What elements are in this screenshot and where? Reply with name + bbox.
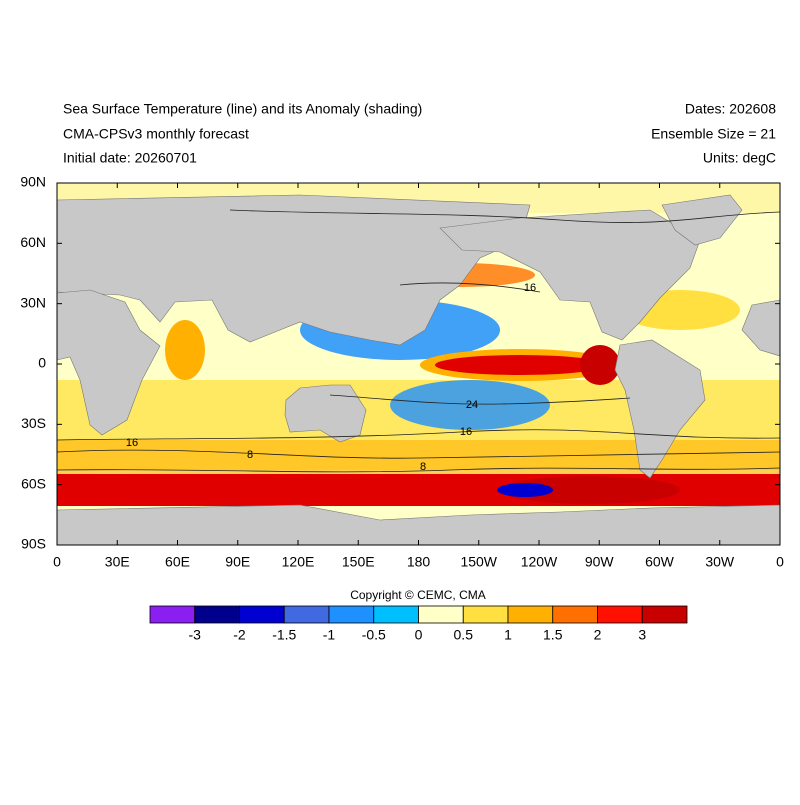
- colorbar-label: -2: [233, 627, 246, 643]
- lon-label: 0: [776, 554, 784, 570]
- lon-label: 0: [53, 554, 61, 570]
- lat-label: 60S: [21, 475, 46, 491]
- colorbar-box: [552, 605, 598, 624]
- anomaly-patch: [497, 483, 553, 497]
- colorbar-label: 1.5: [543, 627, 563, 643]
- ensemble-size: Ensemble Size = 21: [651, 126, 776, 142]
- land: [284, 384, 367, 443]
- contour: [329, 394, 631, 405]
- units: Units: degC: [703, 150, 776, 166]
- anomaly-patch: [435, 355, 605, 375]
- land: [57, 289, 161, 436]
- colorbar-box: [418, 605, 464, 624]
- colorbar-box: [641, 605, 688, 624]
- colorbar-box: [149, 605, 196, 624]
- colorbar-label: -3: [189, 627, 202, 643]
- colorbar-label: 1: [504, 627, 512, 643]
- contour: [57, 449, 780, 459]
- initial-date: Initial date: 20260701: [63, 150, 197, 166]
- colorbar-box: [239, 605, 285, 624]
- lat-label: 90S: [21, 536, 46, 552]
- colorbar-label: 0: [415, 627, 423, 643]
- lon-label: 150W: [460, 554, 497, 570]
- colorbar-label: -1.5: [272, 627, 296, 643]
- colorbar-box: [507, 605, 554, 624]
- land: [439, 209, 701, 341]
- land: [741, 299, 780, 357]
- lat-label: 30S: [21, 415, 46, 431]
- contour: [57, 429, 780, 441]
- contour-label: 8: [247, 449, 253, 461]
- lat-label: 30N: [20, 294, 46, 310]
- colorbar-box: [597, 605, 643, 624]
- colorbar-label: 2: [594, 627, 602, 643]
- land: [57, 504, 780, 545]
- colorbar-label: 0.5: [454, 627, 474, 643]
- anomaly-patch: [580, 345, 620, 385]
- lon-label: 90W: [585, 554, 615, 570]
- colorbar-label: -1: [323, 627, 336, 643]
- dates: Dates: 202608: [685, 101, 776, 117]
- subtitle: CMA-CPSv3 monthly forecast: [63, 126, 249, 142]
- contour-label: 16: [126, 437, 138, 449]
- lon-label: 150E: [342, 554, 375, 570]
- colorbar-box: [328, 605, 375, 624]
- contour: [57, 467, 780, 473]
- land: [661, 194, 743, 246]
- colorbar-label: -0.5: [362, 627, 386, 643]
- lon-label: 60W: [645, 554, 675, 570]
- copyright: Copyright © CEMC, CMA: [350, 588, 486, 602]
- contour: [229, 209, 780, 223]
- lon-label: 180: [407, 554, 431, 570]
- map: [56, 182, 781, 546]
- lon-label: 60E: [165, 554, 190, 570]
- colorbar-box: [194, 605, 240, 624]
- anomaly-patch: [165, 320, 205, 380]
- colorbar-box: [373, 605, 419, 624]
- lon-label: 30E: [105, 554, 130, 570]
- lat-label: 90N: [20, 174, 46, 190]
- lon-label: 90E: [225, 554, 250, 570]
- colorbar-label: 3: [638, 627, 646, 643]
- contour-label: 16: [524, 282, 536, 294]
- colorbar-box: [462, 605, 509, 624]
- colorbar-box: [283, 605, 330, 624]
- anomaly-patch: [390, 380, 550, 430]
- lat-label: 60N: [20, 234, 46, 250]
- contour-label: 8: [420, 461, 426, 473]
- lon-label: 30W: [705, 554, 735, 570]
- contour-label: 16: [460, 426, 472, 438]
- lon-label: 120E: [282, 554, 315, 570]
- anomaly-patch: [500, 476, 680, 504]
- title: Sea Surface Temperature (line) and its A…: [63, 101, 422, 117]
- contour-label: 24: [466, 399, 478, 411]
- lon-label: 120W: [521, 554, 558, 570]
- lat-label: 0: [38, 355, 46, 371]
- contour: [399, 282, 541, 293]
